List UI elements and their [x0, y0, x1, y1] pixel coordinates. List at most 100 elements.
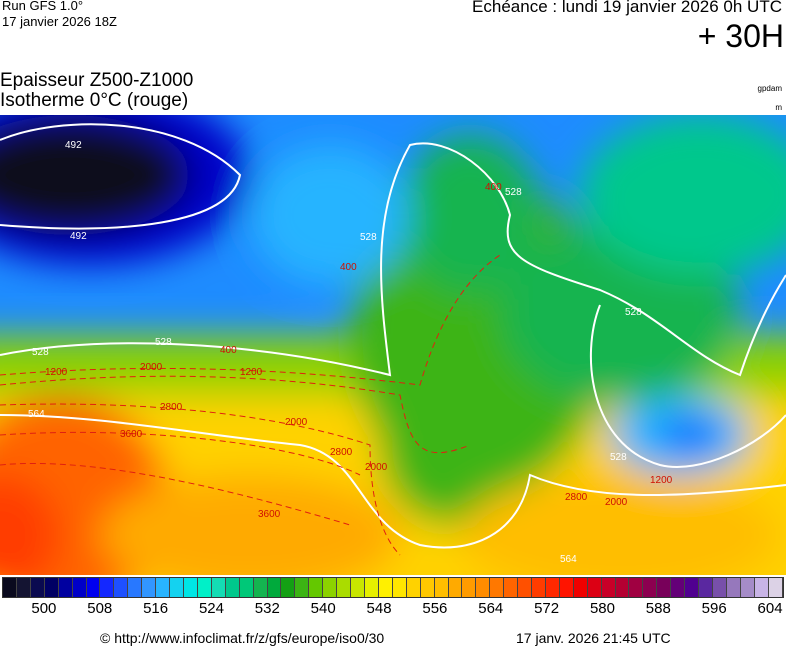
colorbar: [2, 577, 784, 598]
label-2000: 2000: [605, 497, 628, 508]
colorbar-tick-label: 500: [31, 600, 57, 617]
label-2800: 2800: [330, 447, 353, 458]
colorbar-swatch: [225, 578, 240, 597]
label-492: 492: [70, 231, 87, 242]
title-isotherm: Isotherme 0°C (rouge): [0, 90, 189, 111]
label-400: 400: [220, 345, 237, 356]
colorbar-swatch: [351, 578, 365, 597]
colorbar-swatch: [504, 578, 519, 597]
colorbar-tick-label: 580: [589, 600, 615, 617]
label-528: 528: [610, 452, 627, 463]
iso0-contours: [0, 254, 501, 556]
colorbar-tick-label: 572: [534, 600, 560, 617]
colorbar-swatch: [406, 578, 421, 597]
colorbar-swatch: [114, 578, 129, 597]
colorbar-swatch: [253, 578, 268, 597]
map-title: Epaisseur Z500-Z1000 Isotherme 0°C (roug…: [0, 71, 193, 111]
colorbar-swatch: [532, 578, 546, 597]
label-1200: 1200: [45, 367, 68, 378]
colorbar-swatch: [170, 578, 184, 597]
colorbar-swatch: [378, 578, 393, 597]
colorbar-swatch: [643, 578, 658, 597]
colorbar-tick-label: 516: [143, 600, 169, 617]
colorbar-swatch: [197, 578, 212, 597]
iso0-1200: [0, 375, 471, 454]
colorbar-swatch: [72, 578, 87, 597]
colorbar-tick-label: 524: [198, 600, 224, 617]
colorbar-swatch: [490, 578, 505, 597]
colorbar-tick-label: 604: [757, 600, 783, 617]
colorbar-swatch: [86, 578, 101, 597]
colorbar-swatch: [671, 578, 686, 597]
iso0-400: [0, 254, 501, 386]
label-2000: 2000: [285, 417, 308, 428]
colorbar-swatch: [267, 578, 282, 597]
colorbar-swatch: [309, 578, 324, 597]
colorbar-swatch: [545, 578, 560, 597]
colorbar-swatch: [518, 578, 533, 597]
colorbar-swatch: [44, 578, 59, 597]
colorbar-swatch: [657, 578, 672, 597]
label-2800: 2800: [565, 492, 588, 503]
contour-528-east: [589, 304, 786, 468]
label-2800: 2800: [160, 402, 183, 413]
colorbar-swatch: [726, 578, 741, 597]
colorbar-tick-label: 596: [701, 600, 727, 617]
label-528: 528: [505, 187, 522, 198]
colorbar-swatch: [434, 578, 449, 597]
colorbar-swatch: [30, 578, 45, 597]
thickness-labels: 492 492 528 528 528 528 528 528 564 564: [28, 140, 642, 565]
colorbar-tick-label: 588: [645, 600, 671, 617]
label-564: 564: [560, 554, 577, 565]
iso0-labels: 400 400 400 1200 1200 1200 2000 2000 200…: [45, 182, 673, 520]
unit-gpdam: gpdam: [757, 84, 782, 93]
colorbar-swatch: [740, 578, 755, 597]
run-model: Run GFS 1.0°: [2, 0, 84, 13]
iso0-3600: [0, 462, 351, 526]
iso0-2800: [0, 431, 361, 476]
colorbar-swatch: [699, 578, 714, 597]
colorbar-swatch: [713, 578, 727, 597]
colorbar-tick-label: 548: [366, 600, 392, 617]
colorbar-swatch: [295, 578, 310, 597]
label-2000: 2000: [365, 462, 388, 473]
colorbar-swatch: [629, 578, 644, 597]
colorbar-swatch: [768, 578, 783, 597]
valid-time: Echéance : lundi 19 janvier 2026 0h UTC: [472, 0, 782, 16]
colorbar-tick-label: 532: [254, 600, 280, 617]
colorbar-tick-label: 540: [310, 600, 336, 617]
colorbar-ticks: 500 508 516 524 532 540 548 556 564 572 580 588 596 6…: [0, 600, 786, 620]
label-528: 528: [32, 347, 49, 358]
contour-564: [0, 414, 786, 549]
colorbar-swatch: [462, 578, 477, 597]
unit-m: m: [775, 103, 782, 112]
label-3600: 3600: [120, 429, 143, 440]
colorbar-swatch: [239, 578, 254, 597]
colorbar-swatch: [156, 578, 171, 597]
contour-492: [0, 123, 242, 230]
colorbar-swatch: [58, 578, 73, 597]
title-thickness: Epaisseur Z500-Z1000: [0, 70, 194, 91]
label-1200: 1200: [650, 475, 673, 486]
label-528: 528: [360, 232, 377, 243]
colorbar-swatch: [337, 578, 352, 597]
run-info: Run GFS 1.0° 17 janvier 2026 18Z: [2, 0, 117, 30]
colorbar-swatch: [281, 578, 296, 597]
lead-time: + 30H: [697, 18, 784, 54]
colorbar-swatch: [211, 578, 226, 597]
label-492: 492: [65, 140, 82, 151]
label-3600: 3600: [258, 509, 281, 520]
colorbar-swatch: [559, 578, 574, 597]
contour-528-north: [0, 142, 786, 377]
colorbar-swatch: [476, 578, 491, 597]
colorbar-swatch: [754, 578, 769, 597]
colorbar-swatch: [183, 578, 198, 597]
colorbar-swatch: [323, 578, 338, 597]
label-528: 528: [155, 337, 172, 348]
colorbar-swatch: [685, 578, 700, 597]
colorbar-swatch: [587, 578, 602, 597]
colorbar-swatch: [448, 578, 463, 597]
colorbar-swatch: [100, 578, 115, 597]
run-date: 17 janvier 2026 18Z: [2, 14, 117, 29]
